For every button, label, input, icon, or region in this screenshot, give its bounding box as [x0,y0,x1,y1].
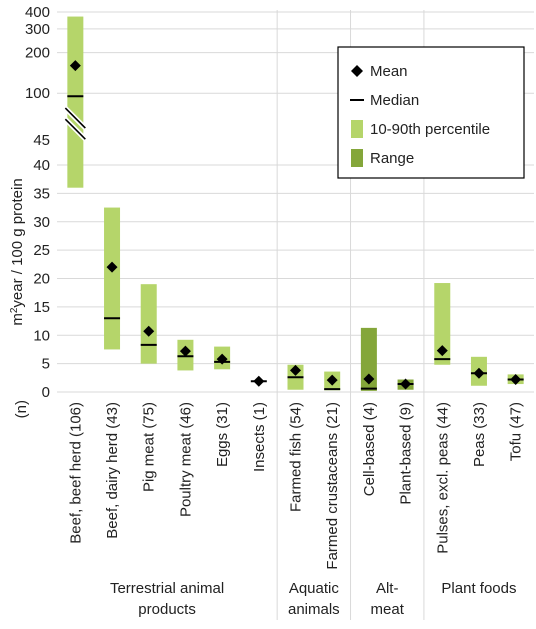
group-label: products [138,601,196,618]
y-tick-label: 35 [33,185,50,202]
y-tick-label: 400 [25,4,50,21]
mean-marker [436,345,448,357]
y-tick-label: 0 [42,384,50,401]
group-label: Aquatic [289,580,340,597]
bar-percentile [434,283,451,365]
y-axis-title: m2year / 100 g protein [9,178,27,325]
group-label: Plant foods [441,580,516,597]
x-category-label: Pulses, excl. peas (44) [434,402,451,554]
group-label: Alt- [376,580,399,597]
mean-marker [69,60,81,72]
x-category-label: Tofu (47) [508,402,525,461]
n-label: (n) [13,400,30,418]
x-category-label: Beef, beef herd (106) [67,402,84,544]
y-tick-label: 40 [33,157,50,174]
y-tick-label: 100 [25,85,50,102]
y-tick-label: 30 [33,214,50,231]
mean-marker [510,374,522,386]
legend-label: Range [370,150,414,167]
legend-label: Mean [370,63,408,80]
legend-frame [337,46,525,179]
mean-marker [179,345,191,357]
x-category-label: Peas (33) [471,402,488,467]
legend-mean-swatch [351,65,363,77]
mean-marker [400,378,412,390]
bar-range [360,327,377,391]
x-category-label: Pig meat (75) [141,402,158,492]
bar-percentile [140,284,157,364]
bar-percentile [104,207,121,350]
y-tick-label: 300 [25,21,50,38]
y-tick-label: 15 [33,299,50,316]
y-tick-label: 5 [42,356,50,373]
x-category-label: Cell-based (4) [361,402,378,496]
x-category-label: Farmed fish (54) [288,402,305,512]
legend: Mean Median 10-90th percentile Range [337,46,525,179]
mean-marker [106,261,118,273]
axis-break-mark [64,107,86,129]
group-label: Terrestrial animal [110,580,224,597]
legend-dark-swatch [351,149,363,167]
legend-label: 10-90th percentile [370,121,490,138]
legend-light-swatch [351,120,363,138]
x-category-label: Plant-based (9) [398,402,415,505]
axis-break-mark [64,118,86,140]
group-label: animals [288,601,340,618]
group-label: meat [371,601,405,618]
y-tick-label: 20 [33,271,50,288]
mean-marker [216,353,228,365]
legend-label: Median [370,92,419,109]
x-category-label: Farmed crustaceans (21) [324,402,341,570]
bar-percentile [67,16,84,188]
mean-marker [326,374,338,386]
y-tick-label: 200 [25,45,50,62]
x-category-label: Insects (1) [251,402,268,472]
x-category-label: Eggs (31) [214,402,231,467]
mean-marker [473,367,485,379]
x-category-label: Poultry meat (46) [177,402,194,517]
mean-marker [253,375,265,387]
mean-marker [363,373,375,385]
mean-marker [290,364,301,376]
y-tick-label: 10 [33,327,50,344]
y-tick-label: 45 [33,132,50,149]
mean-marker [143,325,155,337]
y-tick-label: 25 [33,242,50,259]
x-category-label: Beef, dairy herd (43) [104,402,121,539]
